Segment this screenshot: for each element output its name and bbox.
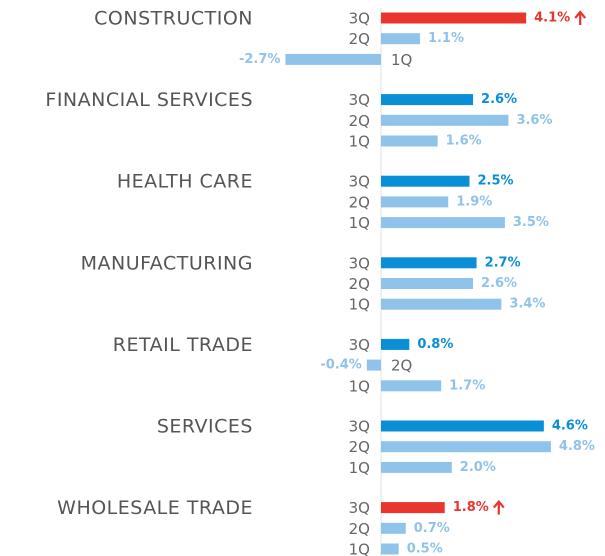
value-label: 2.0% — [460, 460, 496, 475]
bar — [381, 522, 406, 534]
quarter-label: 2Q — [349, 438, 370, 456]
category-label: MANUFACTURING — [81, 252, 253, 274]
value-label: -2.7% — [239, 52, 280, 67]
quarter-label: 2Q — [349, 193, 370, 211]
quarter-label: 2Q — [349, 112, 370, 130]
quarter-label: 1Q — [349, 541, 370, 556]
quarter-label: 3Q — [349, 91, 370, 109]
bar — [366, 359, 381, 371]
bar — [381, 420, 544, 432]
bar — [381, 461, 452, 473]
bar — [381, 441, 551, 453]
value-label: 2.6% — [481, 92, 517, 107]
quarter-label: 1Q — [349, 296, 370, 314]
quarter-label: 2Q — [391, 357, 412, 375]
value-label: 4.8% — [559, 439, 595, 454]
value-label: 3.4% — [509, 297, 545, 312]
category-label: CONSTRUCTION — [94, 8, 253, 30]
value-label: 4.1% — [534, 11, 570, 26]
value-label: 1.1% — [428, 31, 464, 46]
up-arrow — [492, 499, 505, 515]
value-label: 2.5% — [478, 174, 514, 189]
bar — [381, 298, 502, 310]
value-label: 1.6% — [446, 134, 482, 149]
value-label: 0.5% — [407, 542, 443, 556]
value-label: 2.6% — [481, 276, 517, 291]
bar — [381, 278, 474, 289]
bar — [381, 380, 442, 392]
bar — [285, 53, 381, 65]
category-label: FINANCIAL SERVICES — [45, 89, 253, 111]
quarter-label: 3Q — [349, 336, 370, 354]
quarter-label: 3Q — [349, 499, 370, 517]
value-label: 1.8% — [453, 500, 489, 515]
value-label: 1.9% — [456, 194, 492, 209]
bar — [381, 175, 470, 187]
bar — [381, 94, 474, 106]
value-label: 2.7% — [485, 255, 521, 270]
bar — [381, 502, 445, 514]
quarter-label: 2Q — [349, 275, 370, 293]
quarter-label: 2Q — [349, 520, 370, 538]
quarter-label: 3Q — [349, 10, 370, 28]
bar — [381, 338, 410, 350]
quarter-label: 2Q — [349, 30, 370, 48]
category-label: RETAIL TRADE — [113, 334, 253, 356]
bar — [381, 217, 505, 229]
quarter-label: 1Q — [349, 377, 370, 395]
quarter-label: 1Q — [349, 214, 370, 232]
value-label: 4.6% — [552, 419, 588, 434]
quarter-label: 1Q — [391, 51, 412, 69]
value-label: 0.8% — [417, 337, 453, 352]
quarter-label: 3Q — [349, 254, 370, 272]
category-label: WHOLESALE TRADE — [57, 497, 253, 519]
bar — [381, 543, 399, 555]
quarter-label: 3Q — [349, 418, 370, 436]
bar — [381, 196, 449, 208]
value-label: 0.7% — [414, 521, 450, 536]
category-label: HEALTH CARE — [117, 171, 253, 193]
quarter-label: 1Q — [349, 133, 370, 151]
up-arrow — [574, 10, 587, 25]
bar — [381, 114, 509, 126]
bar — [381, 33, 420, 45]
bar — [381, 257, 477, 269]
category-label: SERVICES — [157, 416, 253, 438]
quarter-label: 3Q — [349, 173, 370, 191]
value-label: 3.5% — [513, 215, 549, 230]
bar — [381, 135, 438, 147]
value-label: 3.6% — [516, 113, 552, 128]
value-label: 1.7% — [449, 378, 485, 393]
value-label: -0.4% — [320, 358, 361, 373]
bar — [381, 12, 527, 24]
quarter-label: 1Q — [349, 459, 370, 477]
